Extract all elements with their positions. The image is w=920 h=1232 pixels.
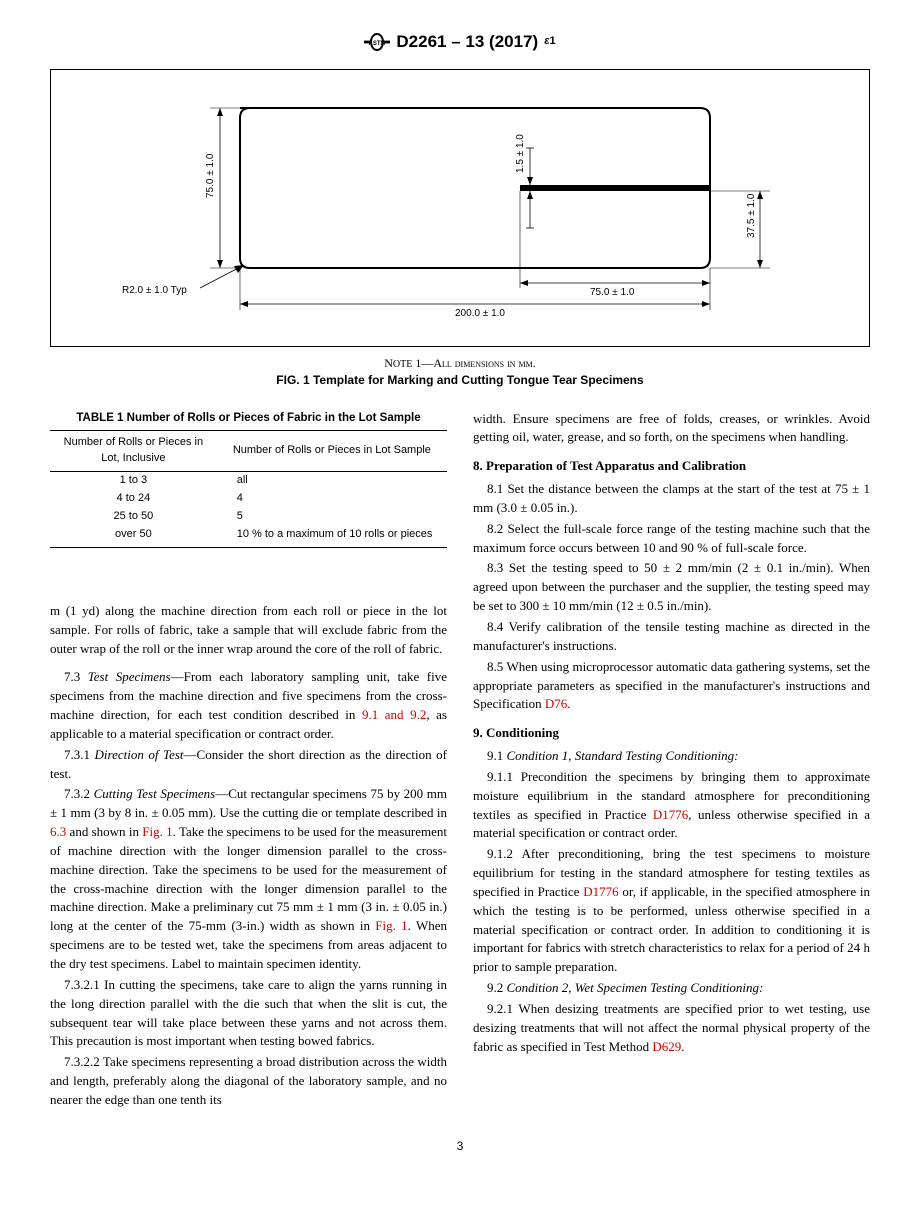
link-d629[interactable]: D629 [652, 1039, 681, 1054]
para-8-2: 8.2 Select the full-scale force range of… [473, 520, 870, 558]
table-row: over 5010 % to a maximum of 10 rolls or … [50, 526, 447, 547]
para-9-1: 9.1 Condition 1, Standard Testing Condit… [473, 747, 870, 766]
table-row: 25 to 505 [50, 508, 447, 526]
para-7-3-2: 7.3.2 Cutting Test Specimens—Cut rectang… [50, 785, 447, 973]
table1-title: TABLE 1 Number of Rolls or Pieces of Fab… [50, 410, 447, 427]
para-9-1-1: 9.1.1 Precondition the specimens by brin… [473, 768, 870, 843]
figure-caption: FIG. 1 Template for Marking and Cutting … [50, 372, 870, 389]
astm-logo-icon: ASTM [364, 32, 390, 52]
figure-1-drawing: 1.5 ± 1.0 37.5 ± 1.0 75.0 ± 1.0 200.0 ± … [81, 88, 839, 328]
epsilon-sup: 1 [549, 35, 555, 47]
dim-37: 37.5 ± 1.0 [746, 193, 757, 238]
link-d76[interactable]: D76 [545, 696, 567, 711]
table-row: 1 to 3all [50, 472, 447, 490]
dim-width: 200.0 ± 1.0 [455, 308, 505, 319]
para-8-4: 8.4 Verify calibration of the tensile te… [473, 618, 870, 656]
link-fig1a[interactable]: Fig. 1 [142, 824, 172, 839]
table-row: 4 to 244 [50, 490, 447, 508]
para-9-1-2: 9.1.2 After preconditioning, bring the t… [473, 845, 870, 977]
link-9-1-9-2[interactable]: 9.1 and 9.2 [362, 707, 426, 722]
figure-note: NOTE 1—All dimensions in mm. [50, 355, 870, 373]
document-header: ASTM D2261 – 13 (2017)ε1 [50, 30, 870, 55]
para-7-3-2-2: 7.3.2.2 Take specimens representing a br… [50, 1053, 447, 1110]
table-1: Number of Rolls or Pieces in Lot, Inclus… [50, 430, 447, 548]
dim-radius: R2.0 ± 1.0 Typ [122, 285, 187, 296]
para-9-2-1: 9.2.1 When desizing treatments are speci… [473, 1000, 870, 1057]
left-column: TABLE 1 Number of Rolls or Pieces of Fab… [50, 410, 447, 1112]
section-9-head: 9. Conditioning [473, 724, 870, 743]
para-7-3: 7.3 Test Specimens—From each laboratory … [50, 668, 447, 743]
para-7-2-cont: m (1 yd) along the machine direction fro… [50, 602, 447, 659]
link-6-3[interactable]: 6.3 [50, 824, 66, 839]
para-8-1: 8.1 Set the distance between the clamps … [473, 480, 870, 518]
svg-text:ASTM: ASTM [369, 41, 386, 47]
page-number: 3 [50, 1138, 870, 1155]
table1-head1: Number of Rolls or Pieces in Lot, Inclus… [50, 431, 217, 472]
link-fig1b[interactable]: Fig. 1 [375, 918, 407, 933]
designation-text: D2261 – 13 (2017) [396, 30, 538, 55]
para-9-2: 9.2 Condition 2, Wet Specimen Testing Co… [473, 979, 870, 998]
link-d1776a[interactable]: D1776 [653, 807, 688, 822]
link-d1776b[interactable]: D1776 [583, 884, 618, 899]
dim-slit-v: 1.5 ± 1.0 [515, 133, 526, 172]
dim-height: 75.0 ± 1.0 [205, 153, 216, 198]
para-width-cont: width. Ensure specimens are free of fold… [473, 410, 870, 448]
figure-1-box: 1.5 ± 1.0 37.5 ± 1.0 75.0 ± 1.0 200.0 ± … [50, 69, 870, 347]
para-8-3: 8.3 Set the testing speed to 50 ± 2 mm/m… [473, 559, 870, 616]
body-columns: TABLE 1 Number of Rolls or Pieces of Fab… [50, 410, 870, 1112]
para-7-3-2-1: 7.3.2.1 In cutting the specimens, take c… [50, 976, 447, 1051]
dim-slit-len: 75.0 ± 1.0 [590, 287, 635, 298]
para-7-3-1: 7.3.1 Direction of Test—Consider the sho… [50, 746, 447, 784]
right-column: width. Ensure specimens are free of fold… [473, 410, 870, 1112]
section-8-head: 8. Preparation of Test Apparatus and Cal… [473, 457, 870, 476]
table1-head2: Number of Rolls or Pieces in Lot Sample [217, 431, 447, 472]
para-8-5: 8.5 When using microprocessor automatic … [473, 658, 870, 715]
